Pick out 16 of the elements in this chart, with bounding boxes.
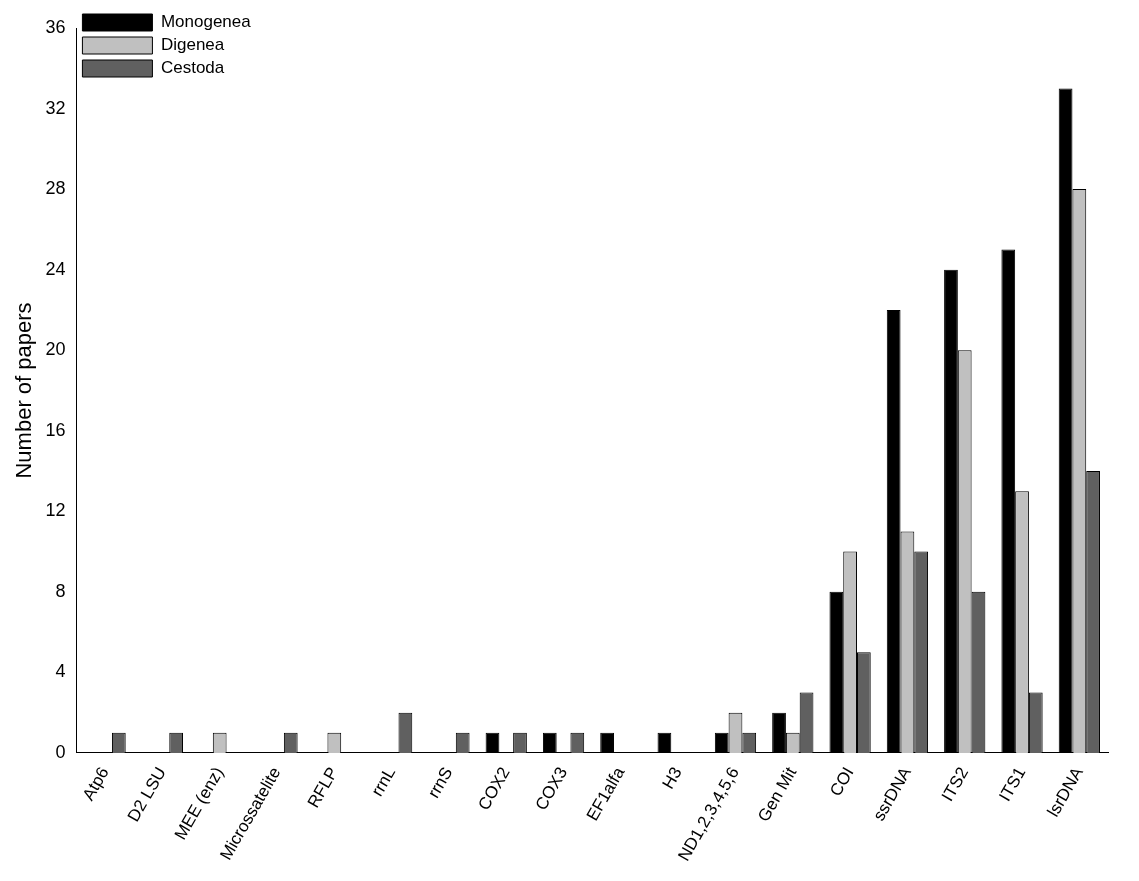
x-tick-label: rrnL [367, 763, 400, 800]
y-axis-title: Number of papers [11, 302, 37, 479]
y-tick-label: 24 [45, 258, 66, 279]
y-tick-label: 16 [45, 419, 66, 440]
legend-label: Monogenea [160, 12, 252, 32]
y-tick-label: 32 [45, 97, 66, 118]
x-tick-label: COI [826, 763, 858, 800]
legend-label: Digenea [160, 35, 225, 55]
y-tick-label: 28 [45, 178, 66, 199]
y-tick-label: 36 [45, 16, 66, 37]
y-tick-label: 12 [45, 500, 66, 521]
y-tick-label: 0 [55, 741, 66, 762]
legend-label: Cestoda [160, 58, 225, 78]
y-tick-label: 8 [55, 580, 66, 601]
y-tick-label: 4 [55, 661, 66, 682]
y-tick-label: 20 [45, 339, 66, 360]
